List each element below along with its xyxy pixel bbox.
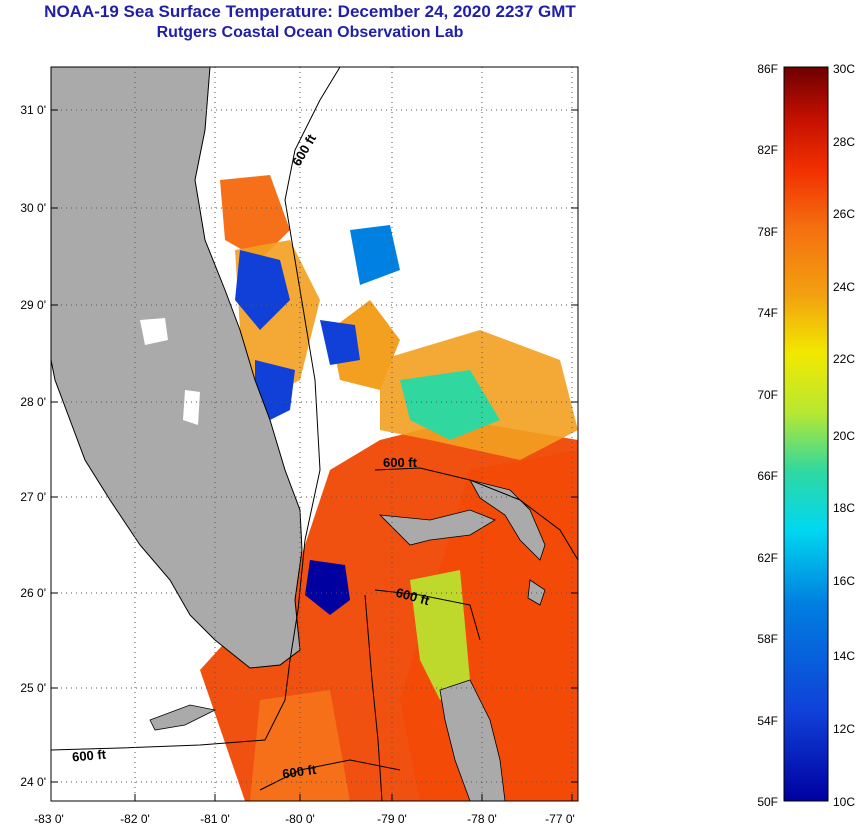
contour-label-west: 600 ft: [71, 747, 107, 765]
colorbar-celsius-labels: 30C 28C 26C 24C 22C 20C 18C 16C 14C 12C …: [833, 62, 855, 809]
lat-label-24: 24 0': [20, 775, 46, 789]
lat-label-29: 29 0': [20, 298, 46, 312]
cb-f-78: 78F: [757, 225, 778, 239]
cb-c-26: 26C: [833, 207, 855, 221]
map-border: [50, 66, 579, 802]
colorbar: [783, 66, 829, 802]
sst-cold-patch-5: [350, 225, 400, 285]
cb-c-28: 28C: [833, 135, 855, 149]
lat-label-26: 26 0': [20, 586, 46, 600]
cb-c-16: 16C: [833, 574, 855, 588]
cb-f-62: 62F: [757, 551, 778, 565]
contour-label-south: 600 ft: [281, 762, 317, 782]
lat-label-31: 31 0': [20, 103, 46, 117]
cb-f-70: 70F: [757, 388, 778, 402]
lon-label-78: -78 0': [467, 812, 497, 826]
isobath-600ft-florida-shelf: [51, 67, 341, 751]
cloud-mask-2: [183, 390, 200, 425]
map-content: 600 ft 600 ft 600 ft 600 ft 600 ft: [51, 67, 578, 801]
lat-label-28: 28 0': [20, 395, 46, 409]
map-subtitle: Rutgers Coastal Ocean Observation Lab: [156, 24, 464, 41]
lon-label-83: -83 0': [34, 812, 64, 826]
cb-c-18: 18C: [833, 501, 855, 515]
latitude-labels: 31 0' 30 0' 29 0' 28 0' 27 0' 26 0' 25 0…: [20, 103, 46, 789]
sst-cold-patch-2: [255, 360, 295, 420]
isobath-600ft-south: [259, 759, 401, 791]
cb-f-66: 66F: [757, 469, 778, 483]
cb-c-20: 20C: [833, 429, 855, 443]
cb-f-50: 50F: [757, 795, 778, 809]
lon-label-79: -79 0': [377, 812, 407, 826]
isobath-600ft-tongue: [364, 594, 383, 801]
cb-c-12: 12C: [833, 722, 855, 736]
axis-ticks: [51, 109, 578, 801]
isobath-600ft-bahamas-north: [374, 467, 578, 561]
sst-cold-patch-4: [320, 320, 360, 365]
contour-label-bahamas-north: 600 ft: [383, 455, 418, 470]
map-title: NOAA-19 Sea Surface Temperature: Decembe…: [44, 2, 576, 21]
lon-label-80: -80 0': [285, 812, 315, 826]
lat-label-25: 25 0': [20, 681, 46, 695]
longitude-labels: -83 0' -82 0' -81 0' -80 0' -79 0' -78 0…: [34, 812, 575, 826]
cb-c-14: 14C: [833, 649, 855, 663]
lon-label-77: -77 0': [545, 812, 575, 826]
florida-keys: [149, 704, 217, 731]
cloud-mask-1: [140, 318, 168, 345]
cb-c-30: 30C: [833, 62, 855, 76]
cb-f-74: 74F: [757, 306, 778, 320]
sst-warm-south: [250, 690, 350, 801]
andros-island: [439, 679, 506, 801]
lat-label-27: 27 0': [20, 490, 46, 504]
sst-cold-patch-1: [235, 250, 290, 330]
sst-mid-patch-2: [330, 300, 400, 390]
sst-cool-patch-1: [400, 370, 500, 440]
lon-label-82: -82 0': [120, 812, 150, 826]
cb-f-86: 86F: [757, 62, 778, 76]
cb-c-24: 24C: [833, 280, 855, 294]
florida-landmass: [51, 67, 303, 669]
cb-c-10: 10C: [833, 795, 855, 809]
colorbar-fahrenheit-labels: 86F 82F 78F 74F 70F 66F 62F 58F 54F 50F: [757, 62, 778, 809]
lon-label-81: -81 0': [200, 812, 230, 826]
lat-label-30: 30 0': [20, 201, 46, 215]
sst-north-patch: [220, 175, 290, 260]
cb-c-22: 22C: [833, 352, 855, 366]
isobath-600ft-bahamas-mid: [374, 589, 481, 641]
cb-f-82: 82F: [757, 143, 778, 157]
sst-cold-patch-3: [305, 560, 350, 615]
cb-f-58: 58F: [757, 632, 778, 646]
cb-f-54: 54F: [757, 714, 778, 728]
